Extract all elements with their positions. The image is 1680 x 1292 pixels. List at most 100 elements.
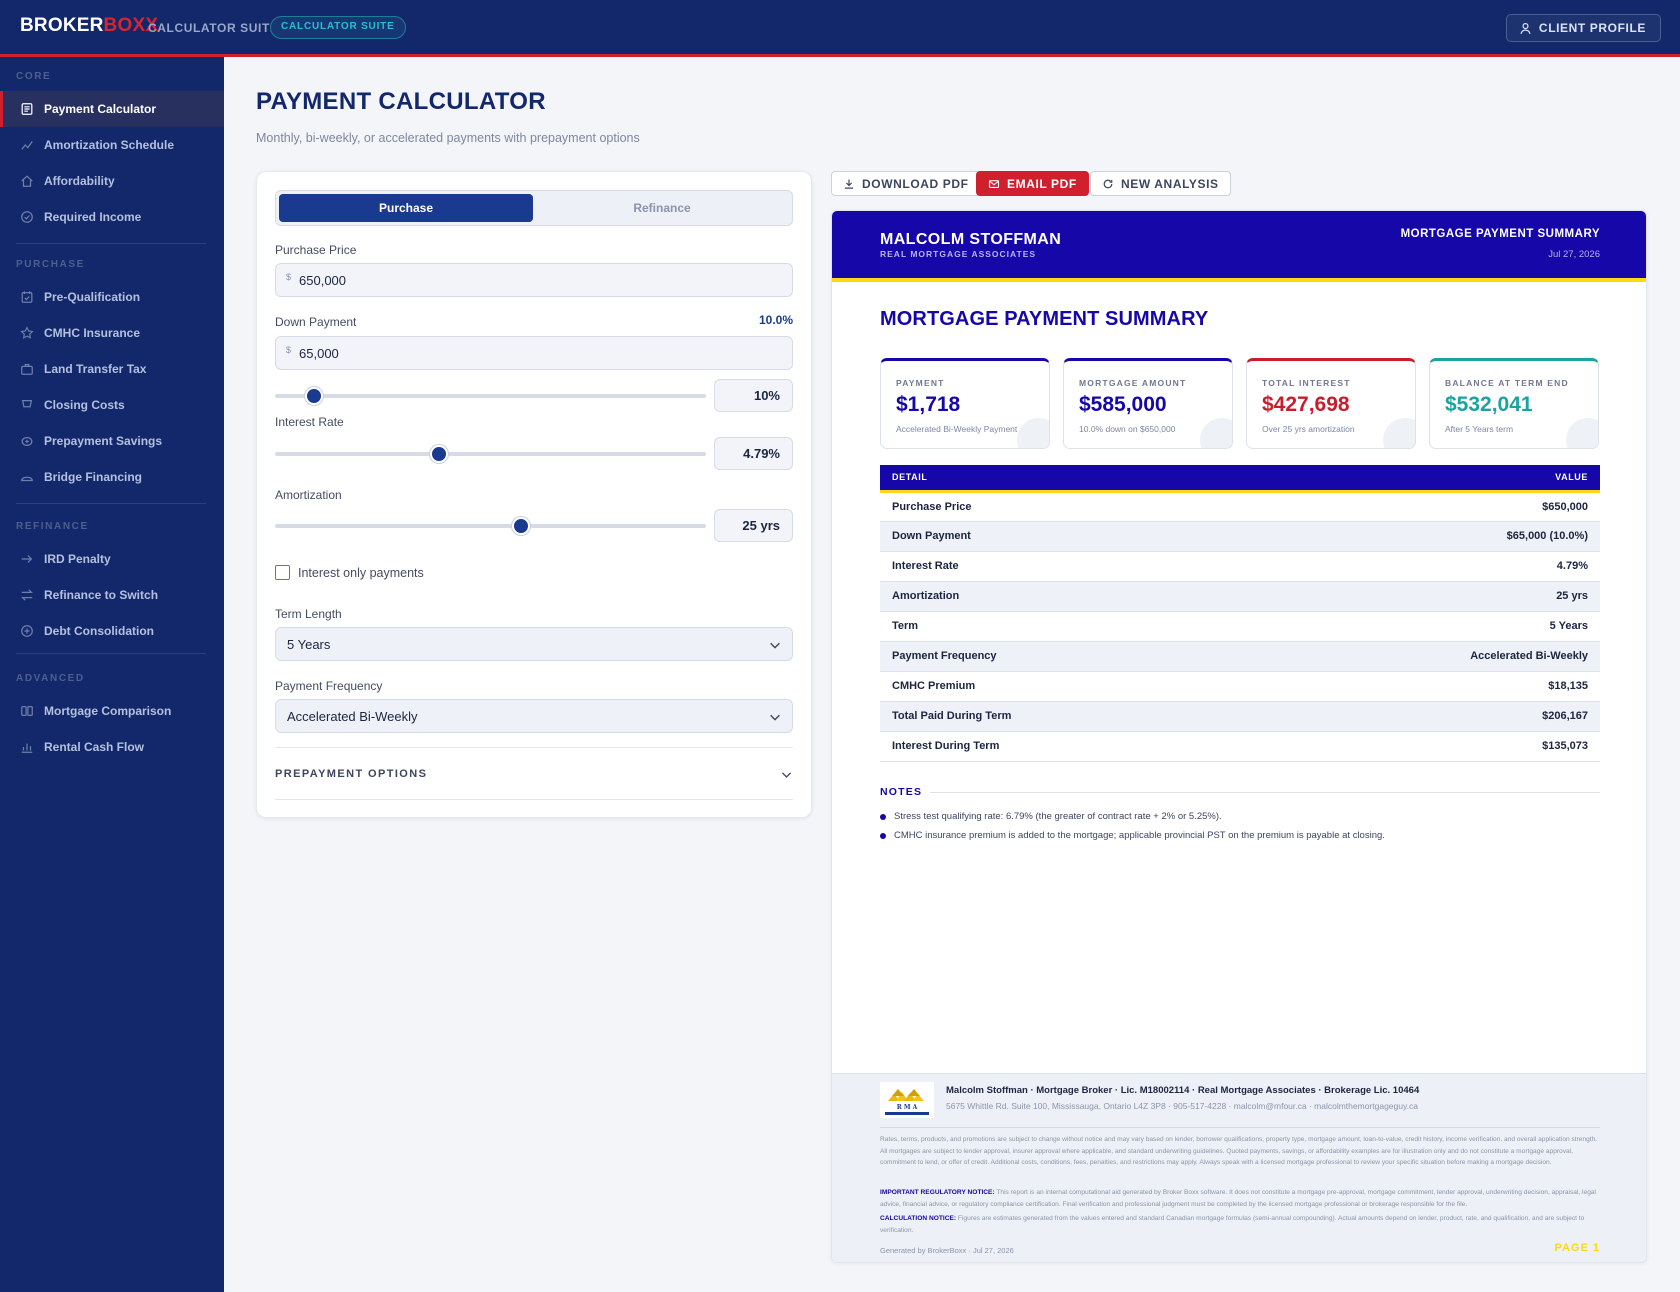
summary-table: DETAIL VALUE Purchase Price $650,000 Down… xyxy=(880,465,1600,762)
sidebar-item-mortgage-comparison[interactable]: Mortgage Comparison xyxy=(0,693,224,729)
table-row: Down Payment $65,000 (10.0%) xyxy=(880,521,1600,552)
sidebar-item-required-income[interactable]: Required Income xyxy=(0,199,224,235)
row-label: Purchase Price xyxy=(880,491,1242,522)
sidebar-item-pre-qualification[interactable]: Pre-Qualification xyxy=(0,279,224,315)
footer-calculation-notice: CALCULATION NOTICE: Figures are estimate… xyxy=(880,1213,1600,1236)
down-payment-percent: 10.0% xyxy=(758,313,793,327)
note-text: Stress test qualifying rate: 6.79% (the … xyxy=(894,811,1222,822)
new-analysis-button[interactable]: NEW ANALYSIS xyxy=(1090,171,1231,196)
sidebar-item-label: Closing Costs xyxy=(44,398,125,412)
brand-logo[interactable]: BROKERBOXX xyxy=(20,15,158,37)
table-row: Interest Rate 4.79% xyxy=(880,551,1600,582)
document-icon xyxy=(21,103,33,115)
top-bar: BROKERBOXX CALCULATOR SUITE CALCULATOR S… xyxy=(0,0,1680,57)
row-label: Down Payment xyxy=(880,521,1242,552)
section-advanced: ADVANCED xyxy=(16,673,85,684)
slider-thumb[interactable] xyxy=(429,445,448,463)
footer-generated: Generated by BrokerBoxx · Jul 27, 2026 xyxy=(880,1246,1014,1255)
page-number: PAGE 1 xyxy=(1554,1242,1600,1254)
table-row: Amortization 25 yrs xyxy=(880,581,1600,612)
sidebar-divider xyxy=(16,503,206,504)
kpi-value: $532,041 xyxy=(1445,393,1533,416)
download-pdf-button[interactable]: DOWNLOAD PDF xyxy=(831,171,981,196)
sidebar-item-debt-consolidation[interactable]: Debt Consolidation xyxy=(0,613,224,649)
sidebar-item-prepayment-savings[interactable]: Prepayment Savings xyxy=(0,423,224,459)
arrow-right-icon xyxy=(21,555,33,563)
brand-name-part2: BOXX xyxy=(103,15,159,36)
chevron-down-icon xyxy=(770,714,780,721)
sidebar-item-label: CMHC Insurance xyxy=(44,326,141,340)
refresh-icon xyxy=(1103,179,1113,188)
sidebar-item-label: Pre-Qualification xyxy=(44,290,141,304)
kpi-card-balance-at-term-end: BALANCE AT TERM END $532,041 After 5 Yea… xyxy=(1429,358,1599,449)
email-pdf-button[interactable]: EMAIL PDF xyxy=(976,171,1089,196)
rma-logo: R M A xyxy=(880,1082,934,1118)
down-payment-slider[interactable] xyxy=(275,387,706,405)
report-footer: R M A Malcolm Stoffman · Mortgage Broker… xyxy=(832,1073,1646,1262)
slider-thumb[interactable] xyxy=(511,517,530,535)
report-preview: MALCOLM STOFFMAN REAL MORTGAGE ASSOCIATE… xyxy=(831,210,1647,1263)
report-header-title: MORTGAGE PAYMENT SUMMARY xyxy=(1400,228,1600,240)
broker-name: MALCOLM STOFFMAN xyxy=(880,231,1062,248)
brand-name-part1: BROKER xyxy=(20,15,104,36)
interest-rate-slider[interactable] xyxy=(275,445,706,463)
briefcase-icon xyxy=(21,364,33,375)
row-value: Accelerated Bi-Weekly xyxy=(1241,641,1600,672)
client-profile-button[interactable]: CLIENT PROFILE xyxy=(1505,14,1661,42)
mail-icon xyxy=(988,179,1000,188)
sidebar-item-label: Mortgage Comparison xyxy=(44,704,172,718)
table-header-row: DETAIL VALUE xyxy=(880,465,1600,493)
kpi-subtext: After 5 Years term xyxy=(1445,424,1514,434)
tab-purchase[interactable]: Purchase xyxy=(279,194,533,222)
sidebar-item-land-transfer-tax[interactable]: Land Transfer Tax xyxy=(0,351,224,387)
tab-refinance[interactable]: Refinance xyxy=(633,201,691,215)
amortization-slider[interactable] xyxy=(275,517,706,535)
sidebar-item-rental-cash-flow[interactable]: Rental Cash Flow xyxy=(0,729,224,765)
trend-line-icon xyxy=(21,141,33,150)
payment-frequency-select[interactable]: Accelerated Bi-Weekly xyxy=(275,699,793,733)
sidebar-item-ird-penalty[interactable]: IRD Penalty xyxy=(0,541,224,577)
sidebar-item-refinance-to-switch[interactable]: Refinance to Switch xyxy=(0,577,224,613)
sidebar-item-cmhc-insurance[interactable]: CMHC Insurance xyxy=(0,315,224,351)
down-payment-value: 65,000 xyxy=(299,345,339,361)
sidebar: CORE Payment Calculator Amortization Sch… xyxy=(0,57,224,1292)
currency-symbol: $ xyxy=(286,272,292,282)
footer-disclaimer: Rates, terms, products, and promotions a… xyxy=(880,1136,1598,1166)
term-length-select[interactable]: 5 Years xyxy=(275,627,793,661)
table-row: CMHC Premium $18,135 xyxy=(880,671,1600,702)
brand-suite-label: CALCULATOR SUITE xyxy=(148,21,279,35)
plus-circle-icon xyxy=(21,625,33,637)
sidebar-item-closing-costs[interactable]: Closing Costs xyxy=(0,387,224,423)
sidebar-item-payment-calculator[interactable]: Payment Calculator xyxy=(0,91,224,127)
new-analysis-label: NEW ANALYSIS xyxy=(1121,176,1219,191)
kpi-card-payment: PAYMENT $1,718 Accelerated Bi-Weekly Pay… xyxy=(880,358,1050,449)
interest-rate-box[interactable]: 4.79% xyxy=(714,437,793,470)
prepayment-options-label: PREPAYMENT OPTIONS xyxy=(275,768,428,780)
kpi-label: BALANCE AT TERM END xyxy=(1445,378,1569,388)
amortization-box[interactable]: 25 yrs xyxy=(714,509,793,542)
term-length-value: 5 Years xyxy=(287,636,331,652)
suite-badge: CALCULATOR SUITE xyxy=(270,16,406,39)
table-row: Interest During Term $135,073 xyxy=(880,731,1600,762)
page-title: PAYMENT CALCULATOR xyxy=(256,88,546,115)
sidebar-item-label: Payment Calculator xyxy=(44,102,157,116)
kpi-card-mortgage-amount: MORTGAGE AMOUNT $585,000 10.0% down on $… xyxy=(1063,358,1233,449)
kpi-subtext: Accelerated Bi-Weekly Payment xyxy=(896,424,1018,434)
down-payment-input[interactable]: $ 65,000 xyxy=(275,336,793,370)
prepayment-options-toggle[interactable]: PREPAYMENT OPTIONS xyxy=(275,747,793,800)
interest-only-checkbox-row[interactable]: Interest only payments xyxy=(275,565,424,580)
sidebar-divider xyxy=(16,243,206,244)
sidebar-item-amortization-schedule[interactable]: Amortization Schedule xyxy=(0,127,224,163)
down-payment-label: Down Payment xyxy=(275,315,357,329)
interest-only-checkbox[interactable] xyxy=(275,565,290,580)
slider-thumb[interactable] xyxy=(304,387,323,405)
row-label: Total Paid During Term xyxy=(880,701,1242,732)
report-header: MALCOLM STOFFMAN REAL MORTGAGE ASSOCIATE… xyxy=(832,211,1646,282)
purchase-price-label: Purchase Price xyxy=(275,243,357,257)
currency-symbol: $ xyxy=(286,345,292,355)
sidebar-item-bridge-financing[interactable]: Bridge Financing xyxy=(0,459,224,495)
sidebar-item-affordability[interactable]: Affordability xyxy=(0,163,224,199)
down-payment-percent-box[interactable]: 10% xyxy=(714,379,793,412)
note-item: Stress test qualifying rate: 6.79% (the … xyxy=(880,811,1222,822)
purchase-price-input[interactable]: $ 650,000 xyxy=(275,263,793,297)
